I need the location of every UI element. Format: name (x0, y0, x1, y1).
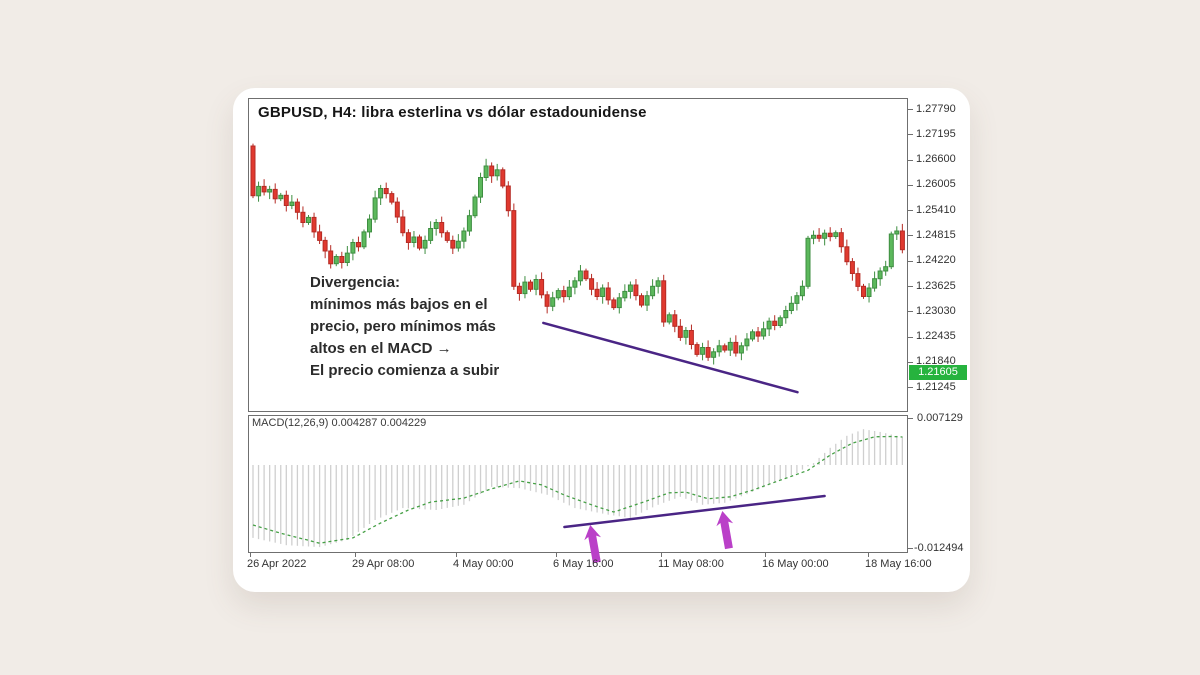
price-axis-label: 1.23625 (916, 280, 956, 292)
price-axis-tick (908, 109, 913, 110)
time-axis-tick (556, 553, 557, 557)
macd-trendline (563, 494, 826, 529)
time-axis-label: 16 May 00:00 (762, 558, 829, 570)
price-axis-label: 1.24815 (916, 229, 956, 241)
macd-histogram-group (252, 429, 903, 548)
macd-chart-svg (252, 429, 903, 564)
annotation-line-2: mínimos más bajos en el (310, 296, 488, 313)
divergence-arrow-1 (584, 524, 602, 564)
price-axis-tick (908, 235, 913, 236)
current-price-tag: 1.21605 (909, 365, 967, 380)
macd-lower-tick (908, 548, 913, 549)
price-axis-tick (908, 337, 913, 338)
price-axis-tick (908, 362, 913, 363)
price-chart-svg (250, 143, 905, 394)
price-axis-label: 1.23030 (916, 305, 956, 317)
divergence-arrow-2 (716, 510, 734, 550)
annotation-line-3: precio, pero mínimos más (310, 318, 496, 335)
price-axis-label: 1.25410 (916, 204, 956, 216)
annotation-line-4: altos en el MACD → (310, 340, 452, 357)
price-axis-label: 1.21840 (916, 355, 956, 367)
macd-indicator-header: MACD(12,26,9) 0.004287 0.004229 (252, 417, 427, 429)
time-axis-tick (456, 553, 457, 557)
price-axis-tick (908, 185, 913, 186)
price-axis-tick (908, 387, 913, 388)
price-axis-tick (908, 210, 913, 211)
price-axis-label: 1.24220 (916, 254, 956, 266)
time-axis-label: 4 May 00:00 (453, 558, 514, 570)
price-panel (248, 98, 908, 412)
chart-card: GBPUSD, H4: libra esterlina vs dólar est… (233, 88, 970, 592)
annotation-line-1: Divergencia: (310, 274, 401, 291)
chart-title: GBPUSD, H4: libra esterlina vs dólar est… (258, 104, 647, 121)
price-axis-label: 1.27195 (916, 128, 956, 140)
price-trendline (542, 321, 799, 394)
time-axis-tick (661, 553, 662, 557)
price-axis-label: 1.27790 (916, 103, 956, 115)
time-axis-label: 26 Apr 2022 (247, 558, 307, 570)
price-axis-tick (908, 261, 913, 262)
time-axis-label: 11 May 08:00 (658, 558, 724, 570)
time-axis-tick (765, 553, 766, 557)
time-axis-tick (355, 553, 356, 557)
price-axis-label: 1.26600 (916, 153, 956, 165)
macd-lower-axis-label: -0.012494 (914, 542, 964, 554)
time-axis-label: 6 May 16:00 (553, 558, 614, 570)
candles-group (250, 143, 905, 365)
annotation-line-5: El precio comienza a subir (310, 362, 500, 379)
macd-signal-line (252, 435, 903, 544)
time-axis-label: 18 May 16:00 (865, 558, 932, 570)
macd-panel (248, 415, 908, 564)
price-axis-tick (908, 134, 913, 135)
time-axis-tick (868, 553, 869, 557)
time-axis-label: 29 Apr 08:00 (352, 558, 415, 570)
price-axis-label: 1.21245 (916, 381, 956, 393)
price-axis-label: 1.22435 (916, 330, 956, 342)
price-axis-tick (908, 311, 913, 312)
time-axis-tick (250, 553, 251, 557)
macd-upper-axis-label: 0.007129 (917, 412, 963, 424)
price-axis-tick (908, 160, 913, 161)
price-axis-label: 1.26005 (916, 178, 956, 190)
price-axis-tick (908, 286, 913, 287)
macd-upper-tick (908, 418, 913, 419)
divergence-annotation: Divergencia: mínimos más bajos en el pre… (310, 272, 499, 382)
